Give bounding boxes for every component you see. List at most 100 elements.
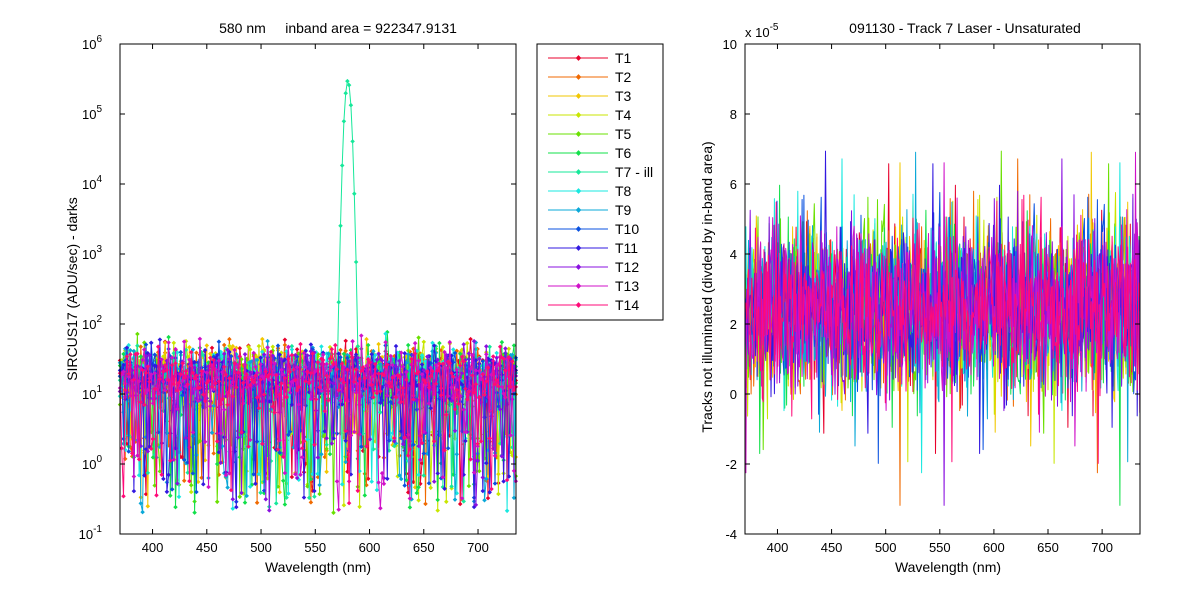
left-series-9-point-228: [511, 495, 517, 501]
right-chart-title: 091130 - Track 7 Laser - Unsaturated: [849, 20, 1081, 36]
left-series-6-point-29: [166, 334, 171, 340]
left-x-tick-label: 700: [467, 540, 489, 555]
legend: T1 T2 T3 T4 T5 T6 T7 - ill T8 T9 T10 T11 T12 T13 T14: [536, 43, 664, 321]
left-series-8-point-81: [256, 471, 262, 477]
left-series-10-point-16: [143, 342, 149, 347]
left-series-4-point-219: [496, 491, 501, 497]
left-series-8-point-177: [423, 359, 428, 364]
left-series-3-point-27: [162, 340, 168, 345]
legend-label: T8: [615, 183, 632, 199]
left-series-9-point-132: [345, 352, 350, 358]
left-series-6-point-144: [365, 342, 371, 348]
left-y-tick-base: 10: [82, 457, 96, 472]
left-series-3-point-120: [324, 469, 329, 475]
left-series-3-point-17: [145, 503, 151, 509]
left-series-1-point-70: [237, 346, 243, 351]
left-series-4-point-89: [270, 344, 276, 350]
left-series-4-point-187: [440, 344, 446, 350]
left-series-6-point-185: [437, 340, 442, 346]
left-series-1-point-131: [343, 338, 348, 344]
left-x-tick-label: 600: [359, 540, 381, 555]
left-series-5-point-202: [466, 483, 472, 489]
left-series-7-point-127: [336, 299, 341, 305]
left-series-7-point-214: [487, 344, 492, 350]
left-series-2-point-111: [308, 500, 314, 505]
left-series-1-point-203: [468, 336, 473, 342]
left-series-9-point-116: [317, 482, 322, 488]
left-series-1-point-213: [485, 495, 491, 501]
left-series-4-point-32: [171, 340, 177, 346]
right-y-tick-label: 2: [730, 317, 737, 332]
left-series-6-point-130: [341, 351, 347, 357]
left-series-9-point-117: [319, 451, 324, 457]
left-series-8-point-154: [383, 331, 388, 336]
left-series-4-point-201: [464, 340, 470, 346]
left-series-4-point-130: [341, 502, 347, 508]
legend-label: T1: [615, 50, 632, 66]
left-series-1-point-16: [143, 491, 149, 497]
left-series-7-point-176: [421, 473, 427, 478]
right-y-multiplier-exp: -5: [770, 22, 779, 33]
left-series-8-point-175: [419, 353, 425, 358]
legend-label: T12: [615, 259, 639, 275]
left-series-4-point-225: [506, 346, 512, 352]
left-series-9-point-131: [343, 459, 348, 465]
left-series-1-point-100: [289, 474, 295, 480]
legend-label: T6: [615, 145, 632, 161]
legend-label: T10: [615, 221, 639, 237]
left-series-5-point-70: [237, 494, 243, 500]
right-x-axis-label: Wavelength (nm): [895, 559, 1001, 575]
left-series-7-point-82: [258, 490, 263, 495]
left-series-5-point-208: [477, 468, 482, 474]
legend-label: T5: [615, 126, 632, 142]
left-y-tick-base: 10: [82, 387, 96, 402]
left-series-1-point-197: [457, 501, 463, 507]
left-series-7-point-91: [273, 501, 279, 506]
left-series-6-point-228: [511, 343, 517, 348]
left-series-6-point-96: [282, 502, 288, 507]
left-series-10-point-36: [178, 349, 184, 355]
left-y-tick-exp: 6: [96, 34, 102, 45]
left-series-2-point-96: [282, 342, 288, 348]
left-series-7-point-113: [312, 494, 317, 499]
left-x-tick-label: 650: [413, 540, 435, 555]
legend-label: T4: [615, 107, 632, 123]
left-series-9-point-63: [225, 485, 230, 490]
left-series-7-point-137: [353, 259, 359, 265]
right-y-multiplier-base: x 10: [745, 25, 770, 40]
left-chart: 580 nm inband area = 922347.9131 400 450 5…: [64, 20, 519, 575]
right-y-tick-label: 8: [730, 107, 737, 122]
left-series-4-point-173: [416, 498, 421, 503]
right-y-axis-label: Tracks not illuminated (divded by in-ban…: [699, 141, 715, 432]
left-series-9-point-212: [484, 476, 489, 481]
right-y-tick-label: 6: [730, 177, 737, 192]
left-series-4-point-184: [435, 508, 440, 513]
left-series-9-point-86: [265, 338, 270, 344]
left-series-9-point-147: [371, 348, 376, 354]
left-series-9-point-194: [452, 497, 458, 502]
left-y-tick-exp: 1: [96, 384, 102, 395]
left-series-8-point-98: [286, 491, 291, 496]
left-series-8-point-218: [494, 350, 499, 356]
left-y-tick-base: 10: [82, 107, 96, 122]
legend-box: [536, 43, 664, 321]
left-y-tick-base: 10: [82, 177, 96, 192]
left-series-6-point-184: [435, 497, 440, 503]
right-x-tick-label: 500: [875, 540, 897, 555]
left-series-3-point-150: [376, 341, 381, 347]
left-y-tick-exp: 4: [96, 174, 102, 185]
left-series-6-point-122: [327, 451, 333, 457]
left-series-1-point-54: [209, 345, 215, 351]
left-x-tick-label: 550: [304, 540, 326, 555]
left-x-tick-label: 450: [196, 540, 218, 555]
left-x-axis-label: Wavelength (nm): [265, 559, 371, 575]
left-series-6-point-197: [457, 351, 463, 357]
left-series-8-point-100: [289, 347, 295, 352]
right-y-tick-label: 0: [730, 387, 737, 402]
left-series-7-point-100: [289, 343, 295, 349]
left-series-9-point-151: [378, 361, 383, 367]
left-series-7-point-199: [461, 499, 466, 504]
left-series-8-point-117: [319, 344, 324, 349]
left-y-tick-exp: 5: [96, 104, 102, 115]
left-series-6-point-172: [414, 490, 420, 496]
